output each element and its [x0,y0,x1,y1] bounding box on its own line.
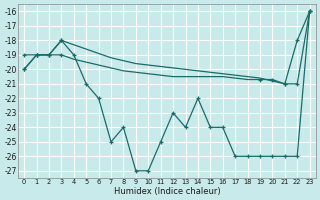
X-axis label: Humidex (Indice chaleur): Humidex (Indice chaleur) [114,187,220,196]
